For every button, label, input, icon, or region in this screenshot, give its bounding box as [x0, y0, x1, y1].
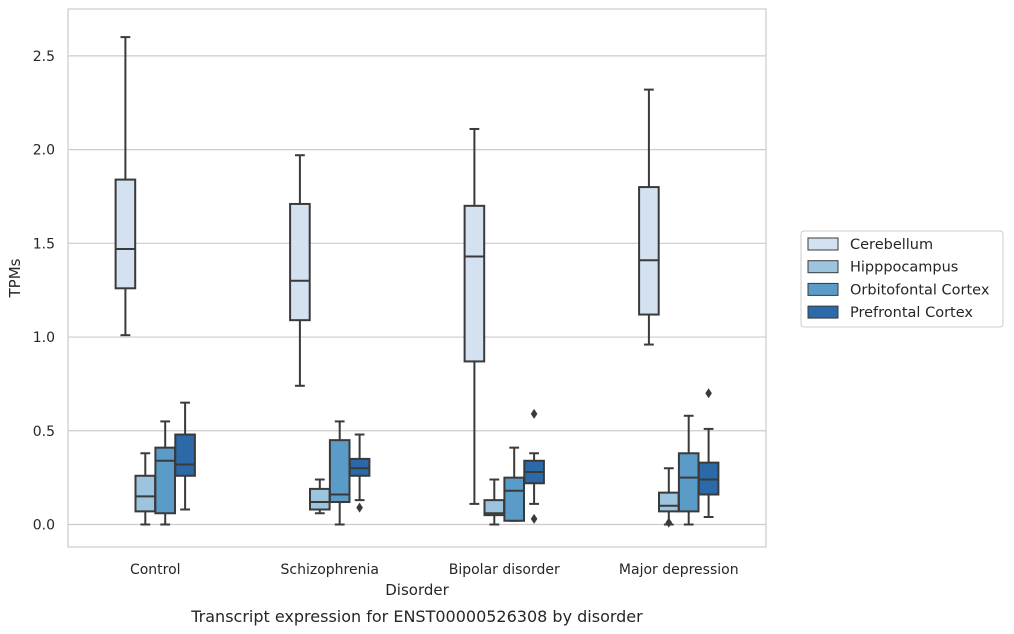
box — [154, 446, 176, 515]
box — [114, 178, 137, 290]
box-plot — [697, 388, 720, 519]
y-tick-label: 2.0 — [33, 143, 55, 159]
box-plot — [677, 414, 700, 526]
legend: Cerebellum Hipppocampus Orbitofontal Corte… — [800, 230, 1004, 328]
plot-frame — [67, 8, 767, 548]
x-tick-label: Control — [130, 562, 181, 578]
box-plot — [134, 452, 157, 526]
box — [503, 476, 525, 522]
box — [638, 186, 660, 316]
x-tick-label: Major depression — [619, 562, 739, 578]
y-tick-label: 0.5 — [33, 424, 55, 440]
box-plot — [523, 408, 545, 524]
legend-label: Prefrontal Cortex — [850, 305, 973, 321]
box — [289, 202, 311, 322]
box — [328, 439, 351, 504]
box-plot — [638, 88, 660, 346]
box-plot — [174, 401, 196, 511]
box-plot — [289, 154, 311, 387]
legend-swatch — [807, 305, 839, 319]
legend-label: Hipppocampus — [850, 260, 958, 276]
legend-label: Cerebellum — [850, 237, 933, 253]
box-plot — [503, 446, 525, 522]
y-tick-label: 2.5 — [33, 49, 55, 65]
box-plot — [114, 36, 137, 337]
x-tick-label: Bipolar disorder — [449, 562, 560, 578]
box-plot — [463, 127, 486, 505]
legend-swatch — [807, 260, 839, 274]
y-axis-title: TPMs — [6, 258, 24, 298]
box — [463, 204, 486, 363]
box — [309, 487, 331, 511]
x-tick-label: Schizophrenia — [281, 562, 379, 578]
y-tick-label: 1.5 — [33, 236, 55, 252]
outlier-point — [530, 513, 538, 524]
box-plot — [348, 433, 371, 513]
box — [174, 433, 196, 477]
box — [658, 491, 680, 513]
legend-swatch — [807, 237, 839, 251]
outlier-point — [705, 388, 712, 399]
box — [677, 452, 700, 513]
y-tick-label: 0.0 — [33, 518, 55, 534]
chart-caption: Transcript expression for ENST0000052630… — [190, 607, 643, 626]
outlier-point — [530, 408, 538, 419]
legend-swatch — [807, 282, 839, 296]
legend-frame — [800, 230, 1004, 328]
box — [134, 474, 157, 513]
outlier-point — [665, 517, 673, 528]
legend-label: Orbitofontal Cortex — [850, 282, 990, 298]
y-ticks: 0.0 0.5 1.0 1.5 2.0 2.5 — [33, 49, 55, 534]
box-plot — [154, 420, 176, 526]
y-tick-label: 1.0 — [33, 330, 55, 346]
boxes — [114, 36, 720, 528]
x-axis-title: Disorder — [385, 581, 449, 599]
x-ticks: Control Schizophrenia Bipolar disorder Majo… — [130, 562, 739, 578]
outlier-point — [356, 502, 363, 513]
box-plot — [309, 478, 331, 515]
